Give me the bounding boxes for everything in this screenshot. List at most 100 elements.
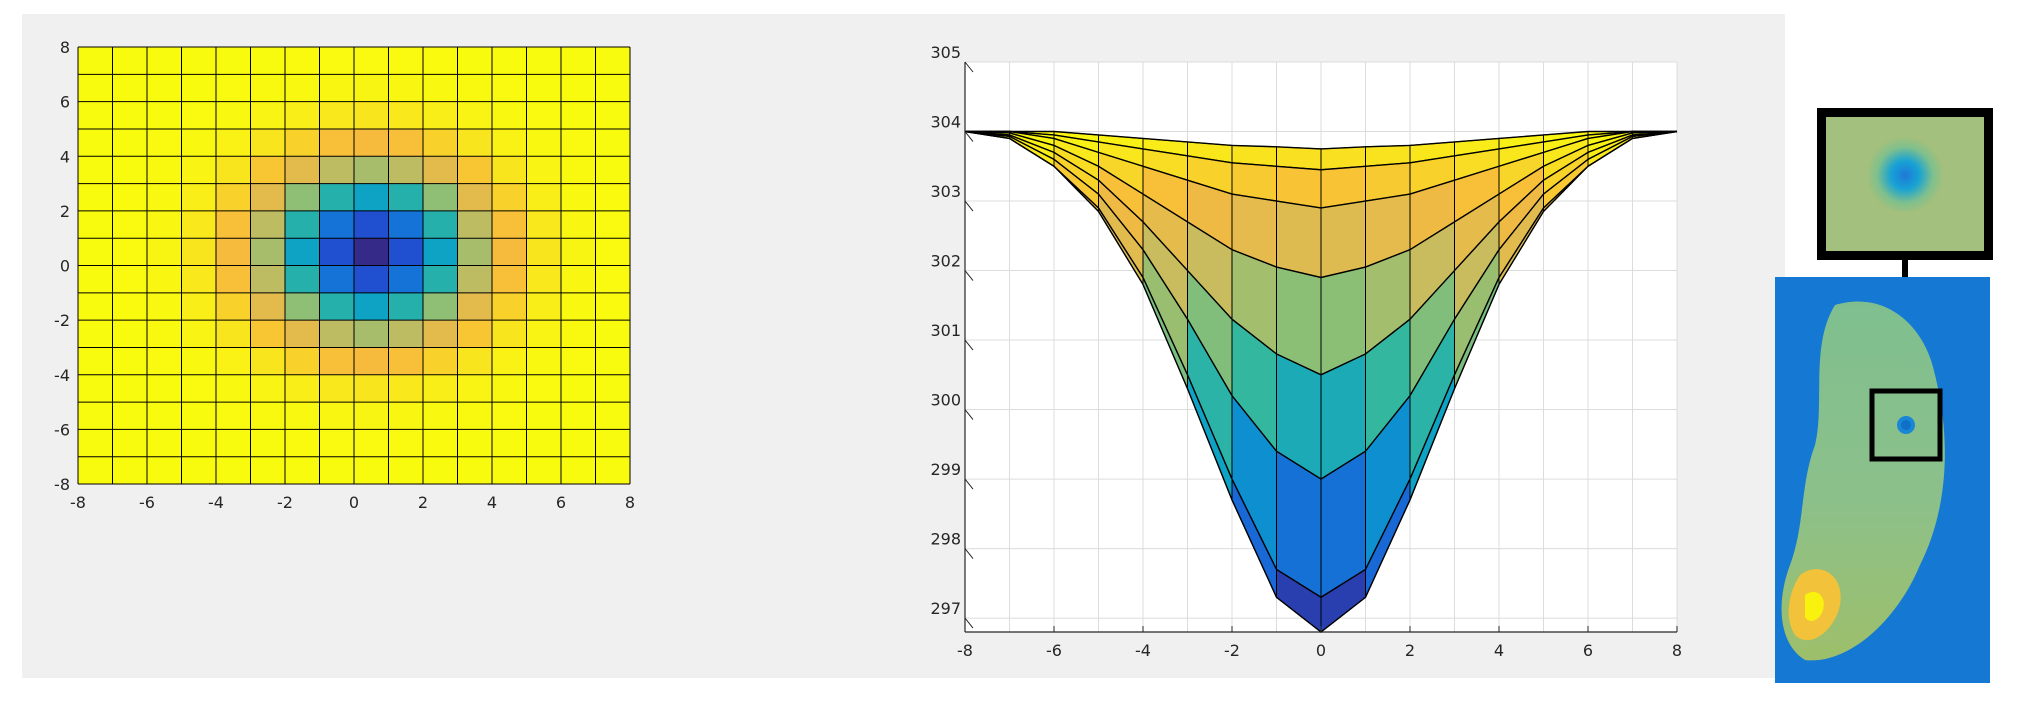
heatmap-cell (526, 402, 561, 430)
heatmap-cell (526, 183, 561, 211)
heatmap-cell (147, 456, 182, 484)
heatmap-cell (250, 292, 285, 321)
heatmap-cell (526, 347, 561, 375)
heatmap-cell (78, 402, 113, 430)
heatmap-cell (423, 128, 458, 157)
heatmap-cell (561, 429, 596, 457)
heatmap-cell (595, 238, 630, 266)
heatmap-cell (285, 47, 320, 75)
heatmap-cell (250, 238, 285, 266)
heatmap-cell (147, 47, 182, 75)
heatmap-cell (112, 265, 147, 293)
heatmap-cell (423, 265, 458, 293)
heatmap-cell (354, 47, 389, 75)
x-tick-label: 2 (418, 493, 428, 512)
heatmap-cell (561, 347, 596, 375)
heatmap-cell (492, 238, 527, 266)
heatmap-cell (181, 320, 216, 348)
heatmap-cell (526, 456, 561, 484)
heatmap-cell (181, 128, 216, 157)
heatmap-cell (457, 128, 492, 157)
surface-profile-line (964, 130, 1678, 599)
heatmap-cell (319, 320, 354, 348)
heatmap-cell (285, 156, 320, 184)
heatmap-cell (526, 210, 561, 239)
x-tick-label: 8 (1672, 641, 1682, 660)
y-tick-label: -6 (54, 420, 70, 439)
surface-chart: -8 -6 -4 -2 0 2 4 6 8 305 304 303 302 301 300 299 298 29… (930, 43, 1682, 660)
y-tick-label: 305 (930, 43, 961, 62)
heatmap-cell (526, 156, 561, 184)
heatmap-cell (181, 402, 216, 430)
heatmap-cell (388, 101, 423, 129)
heatmap-cell (181, 456, 216, 484)
heatmap-cell (388, 128, 423, 157)
heatmap-cell (285, 320, 320, 348)
heatmap-cell (561, 320, 596, 348)
x-tick-label: -4 (1135, 641, 1151, 660)
heatmap-cell (319, 292, 354, 321)
y-tick-label: -2 (54, 311, 70, 330)
heatmap-cell (526, 238, 561, 266)
heatmap-cell (561, 374, 596, 403)
heatmap-cell (181, 265, 216, 293)
heatmap-cell (319, 128, 354, 157)
heatmap-cell (492, 265, 527, 293)
heatmap-cell (354, 456, 389, 484)
surface-face (1276, 200, 1322, 279)
heatmap-cell (112, 374, 147, 403)
heatmap-cell (250, 101, 285, 129)
heatmap-cell (216, 292, 251, 321)
surface-profile-line (964, 130, 1678, 376)
heatmap-cell (354, 238, 389, 266)
heatmap-cell (457, 156, 492, 184)
heatmap-cell (147, 320, 182, 348)
heatmap-chart: -8 -6 -4 -2 0 2 4 6 8 8 6 4 2 0 -2 -4 -6 -8 (54, 38, 635, 512)
heatmap-cell (595, 456, 630, 484)
x-tick-label: 4 (487, 493, 497, 512)
x-tick-label: -8 (957, 641, 973, 660)
x-tick-label: 0 (1316, 641, 1326, 660)
surface-profile-line (965, 130, 1677, 150)
heatmap-cell (561, 292, 596, 321)
heatmap-cell (388, 265, 423, 293)
heatmap-cell (285, 292, 320, 321)
heatmap-cell (561, 156, 596, 184)
x-tick-label: 2 (1405, 641, 1415, 660)
heatmap-cell (526, 292, 561, 321)
y-tick-label: 303 (930, 182, 961, 201)
heatmap-cell (285, 101, 320, 129)
heatmap-cell (181, 101, 216, 129)
heatmap-cell (354, 292, 389, 321)
heatmap-cell (319, 238, 354, 266)
heatmap-cell (388, 74, 423, 102)
x-tick-label: -2 (277, 493, 293, 512)
heatmap-cell (147, 128, 182, 157)
heatmap-cell (354, 101, 389, 129)
heatmap-cell (78, 128, 113, 157)
heatmap-cell (216, 47, 251, 75)
heatmap-cell (147, 74, 182, 102)
heatmap-cell (526, 101, 561, 129)
heatmap-cell (319, 347, 354, 375)
heatmap-cell (423, 183, 458, 211)
heatmap-cell (457, 238, 492, 266)
heatmap-cell (112, 292, 147, 321)
heatmap-cell (354, 128, 389, 157)
heatmap-cell (595, 374, 630, 403)
heatmap-cell (319, 374, 354, 403)
y-tick-label: 299 (930, 460, 961, 479)
heatmap-cell (147, 101, 182, 129)
heatmap-cell (561, 128, 596, 157)
heatmap-cell (112, 238, 147, 266)
heatmap-cell (354, 183, 389, 211)
heatmap-cell (595, 320, 630, 348)
heatmap-cell (112, 183, 147, 211)
heatmap-cell (354, 156, 389, 184)
heatmap-cell (112, 128, 147, 157)
heatmap-cell (354, 320, 389, 348)
heatmap-cell (457, 74, 492, 102)
heatmap-cell (388, 456, 423, 484)
x-tick-label: -6 (1046, 641, 1062, 660)
heatmap-cell (492, 374, 527, 403)
